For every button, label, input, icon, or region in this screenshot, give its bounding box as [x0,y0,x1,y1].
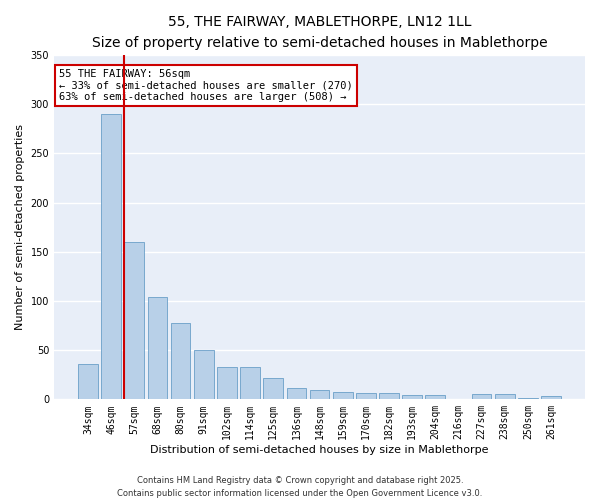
Bar [541,396,561,400]
Bar [333,392,353,400]
Bar [518,398,538,400]
Text: Contains HM Land Registry data © Crown copyright and database right 2025.
Contai: Contains HM Land Registry data © Crown c… [118,476,482,498]
Bar [425,396,445,400]
Bar [402,396,422,400]
Bar [240,367,260,400]
Bar [194,350,214,400]
Bar [101,114,121,400]
Bar [263,378,283,400]
Bar [287,388,306,400]
Bar [217,367,237,400]
Bar [356,394,376,400]
Bar [379,394,399,400]
Y-axis label: Number of semi-detached properties: Number of semi-detached properties [15,124,25,330]
Bar [310,390,329,400]
Bar [78,364,98,400]
Text: 55 THE FAIRWAY: 56sqm
← 33% of semi-detached houses are smaller (270)
63% of sem: 55 THE FAIRWAY: 56sqm ← 33% of semi-deta… [59,68,353,102]
X-axis label: Distribution of semi-detached houses by size in Mablethorpe: Distribution of semi-detached houses by … [150,445,489,455]
Bar [171,322,190,400]
Title: 55, THE FAIRWAY, MABLETHORPE, LN12 1LL
Size of property relative to semi-detache: 55, THE FAIRWAY, MABLETHORPE, LN12 1LL S… [92,15,547,50]
Bar [124,242,144,400]
Bar [148,297,167,400]
Bar [472,394,491,400]
Bar [495,394,515,400]
